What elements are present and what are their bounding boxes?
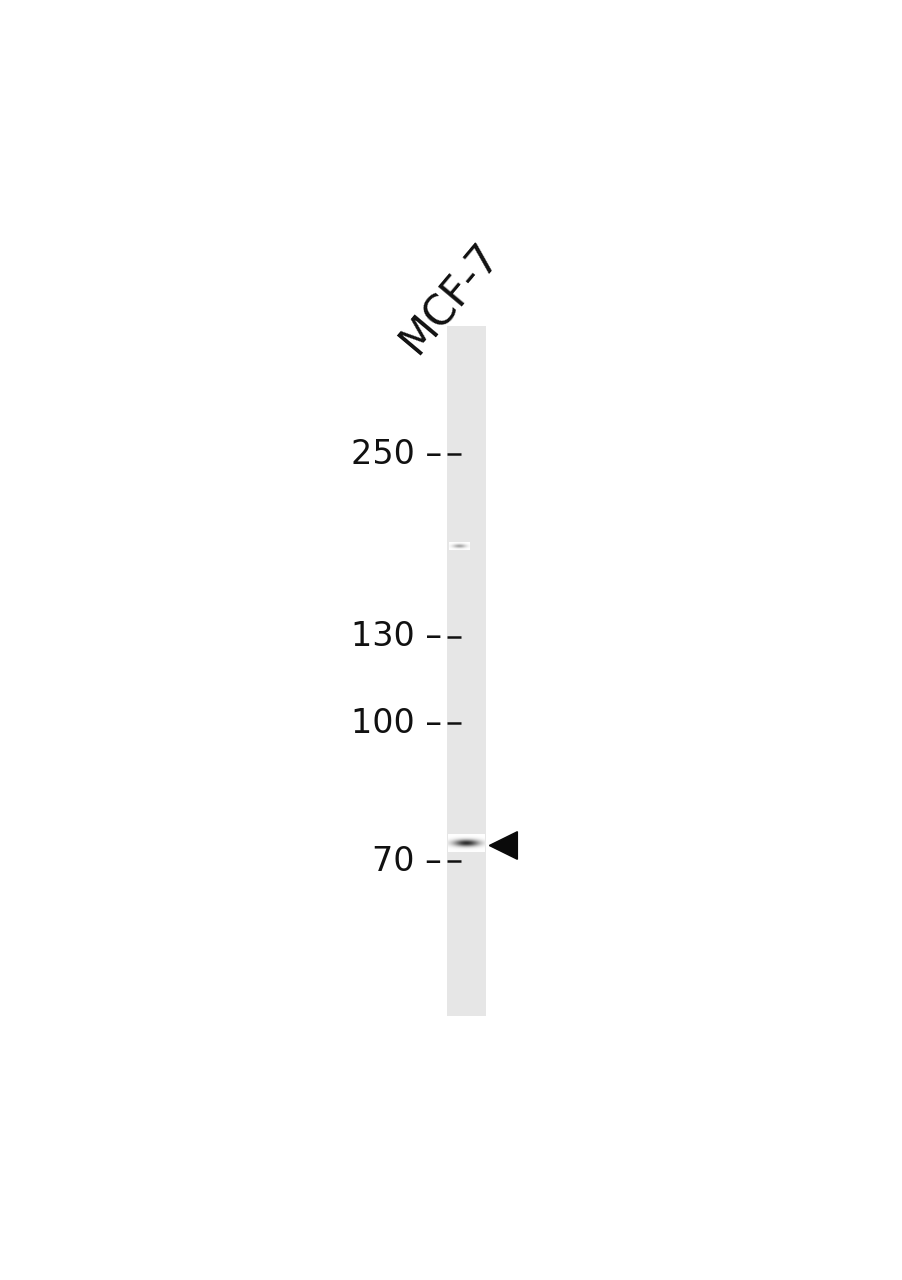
Text: MCF-7: MCF-7 — [391, 234, 508, 361]
Text: 100 –: 100 – — [350, 707, 441, 740]
Text: 130 –: 130 – — [350, 620, 441, 653]
Text: 70 –: 70 – — [372, 845, 441, 878]
Polygon shape — [489, 832, 517, 859]
Text: 250 –: 250 – — [350, 438, 441, 471]
